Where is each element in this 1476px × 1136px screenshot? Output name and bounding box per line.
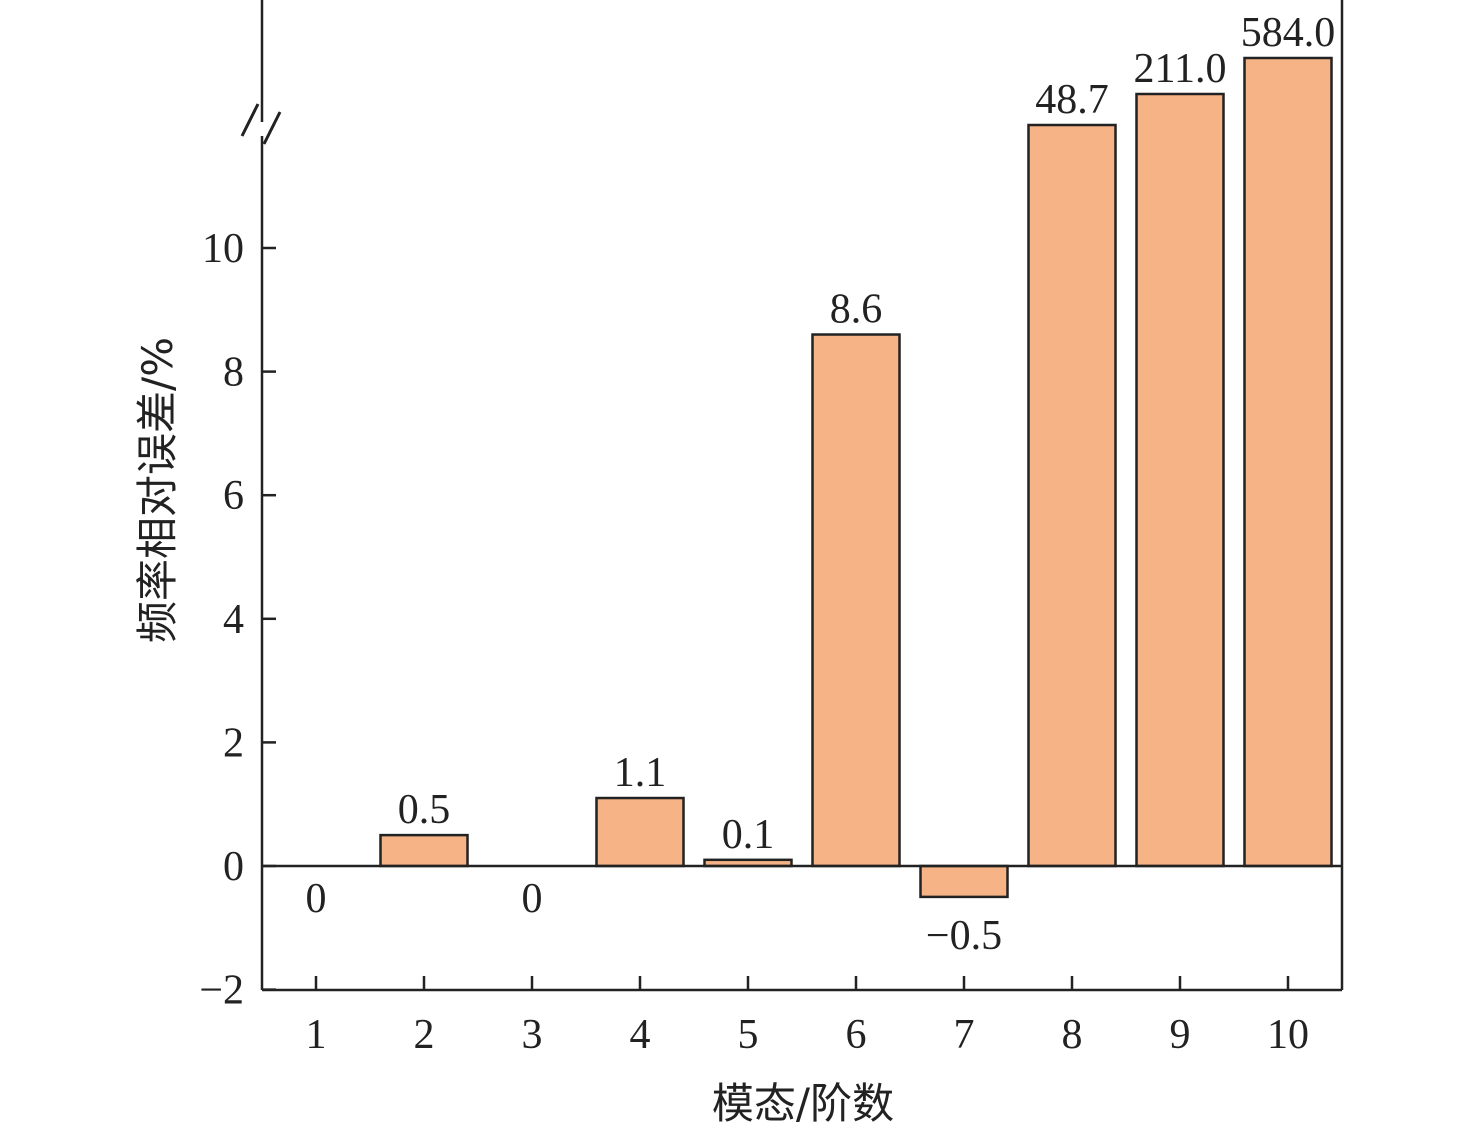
data-label-7: −0.5 bbox=[926, 913, 1002, 959]
data-labels: 0 0.5 0 1.1 0.1 8.6 −0.5 48.7 211.0 584.0 bbox=[306, 10, 1336, 959]
x-tick-label: 5 bbox=[738, 1012, 759, 1058]
axis-break-marker bbox=[240, 103, 282, 145]
x-tick-label: 6 bbox=[846, 1012, 867, 1058]
data-label-9: 211.0 bbox=[1134, 46, 1227, 92]
x-tick-label: 3 bbox=[522, 1012, 543, 1058]
bar-7 bbox=[919, 864, 1009, 899]
data-label-2: 0.5 bbox=[398, 787, 451, 833]
x-tick-label: 9 bbox=[1170, 1012, 1191, 1058]
y-tick-label: 0 bbox=[223, 844, 244, 890]
y-tick-label: 8 bbox=[223, 350, 244, 396]
x-tick-label: 4 bbox=[630, 1012, 651, 1058]
data-label-3: 0 bbox=[522, 876, 543, 922]
bar-6 bbox=[811, 333, 901, 868]
data-label-4: 1.1 bbox=[614, 750, 667, 796]
y-tick-label: 10 bbox=[202, 226, 244, 272]
x-axis-title: 模态/阶数 bbox=[712, 1079, 894, 1128]
bar-8 bbox=[1027, 123, 1117, 868]
data-label-10: 584.0 bbox=[1241, 10, 1336, 56]
data-label-8: 48.7 bbox=[1035, 77, 1109, 123]
y-tick-label: −2 bbox=[199, 968, 244, 1014]
y-axis: −2 0 2 4 6 8 10 bbox=[199, 226, 276, 1014]
bars bbox=[379, 56, 1333, 899]
x-tick-label: 7 bbox=[954, 1012, 975, 1058]
axis-break-slash bbox=[240, 103, 260, 137]
data-label-6: 8.6 bbox=[830, 287, 883, 333]
y-tick-label: 6 bbox=[223, 473, 244, 519]
y-tick-label: 4 bbox=[223, 597, 244, 643]
y-tick-label: 2 bbox=[223, 720, 244, 766]
x-tick-label: 1 bbox=[306, 1012, 327, 1058]
axis-break-gap bbox=[254, 122, 270, 136]
y-axis-title: 频率相对误差/% bbox=[133, 337, 182, 643]
axis-break-slash bbox=[262, 111, 282, 145]
data-label-1: 0 bbox=[306, 876, 327, 922]
bar-9 bbox=[1135, 92, 1225, 868]
bar-4 bbox=[595, 796, 685, 868]
bar-2 bbox=[379, 833, 469, 868]
x-tick-label: 2 bbox=[414, 1012, 435, 1058]
x-tick-label: 8 bbox=[1062, 1012, 1083, 1058]
data-label-5: 0.1 bbox=[722, 812, 775, 858]
bar-10 bbox=[1243, 56, 1333, 868]
x-tick-label: 10 bbox=[1267, 1012, 1309, 1058]
x-axis: 1 2 3 4 5 6 7 8 9 10 bbox=[306, 976, 1309, 1058]
